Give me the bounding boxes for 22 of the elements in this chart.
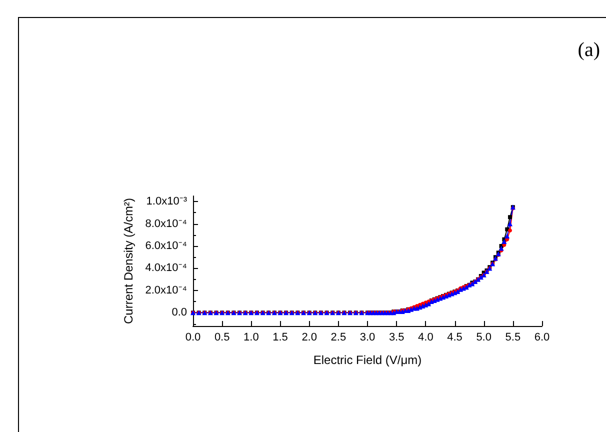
x-tick-label: 2.0: [302, 332, 317, 344]
x-tick-label: 3.5: [388, 332, 404, 344]
x-tick-label: 6.0: [534, 332, 550, 344]
y-tick-label: 2.0x10⁻⁴: [145, 284, 188, 296]
x-tick-label: 0.5: [214, 332, 230, 344]
text: (a): [578, 39, 600, 61]
x-tick-label: 2.5: [330, 332, 346, 344]
y-tick-label: 1.0x10⁻³: [146, 196, 188, 208]
y-tick-label: 6.0x10⁻⁴: [145, 240, 188, 252]
x-tick-label: 1.0: [244, 332, 259, 344]
x-tick-label: 3.0: [360, 332, 376, 344]
x-tick-label: 1.5: [272, 332, 288, 344]
x-tick-label: 4.5: [447, 332, 462, 344]
x-tick-label: 4.0: [418, 332, 434, 344]
y-tick-label: 4.0x10⁻⁴: [145, 262, 188, 274]
y-axis-title: Current Density (A/cm²): [121, 198, 136, 324]
x-tick-label: 5.0: [476, 332, 492, 344]
y-tick-label: 8.0x10⁻⁴: [145, 218, 188, 230]
x-tick-label: 5.5: [505, 332, 521, 344]
y-tick-label: 0.0: [172, 306, 187, 319]
x-axis-title: Electric Field (V/μm): [313, 353, 422, 367]
x-tick-label: 0.0: [185, 332, 201, 344]
